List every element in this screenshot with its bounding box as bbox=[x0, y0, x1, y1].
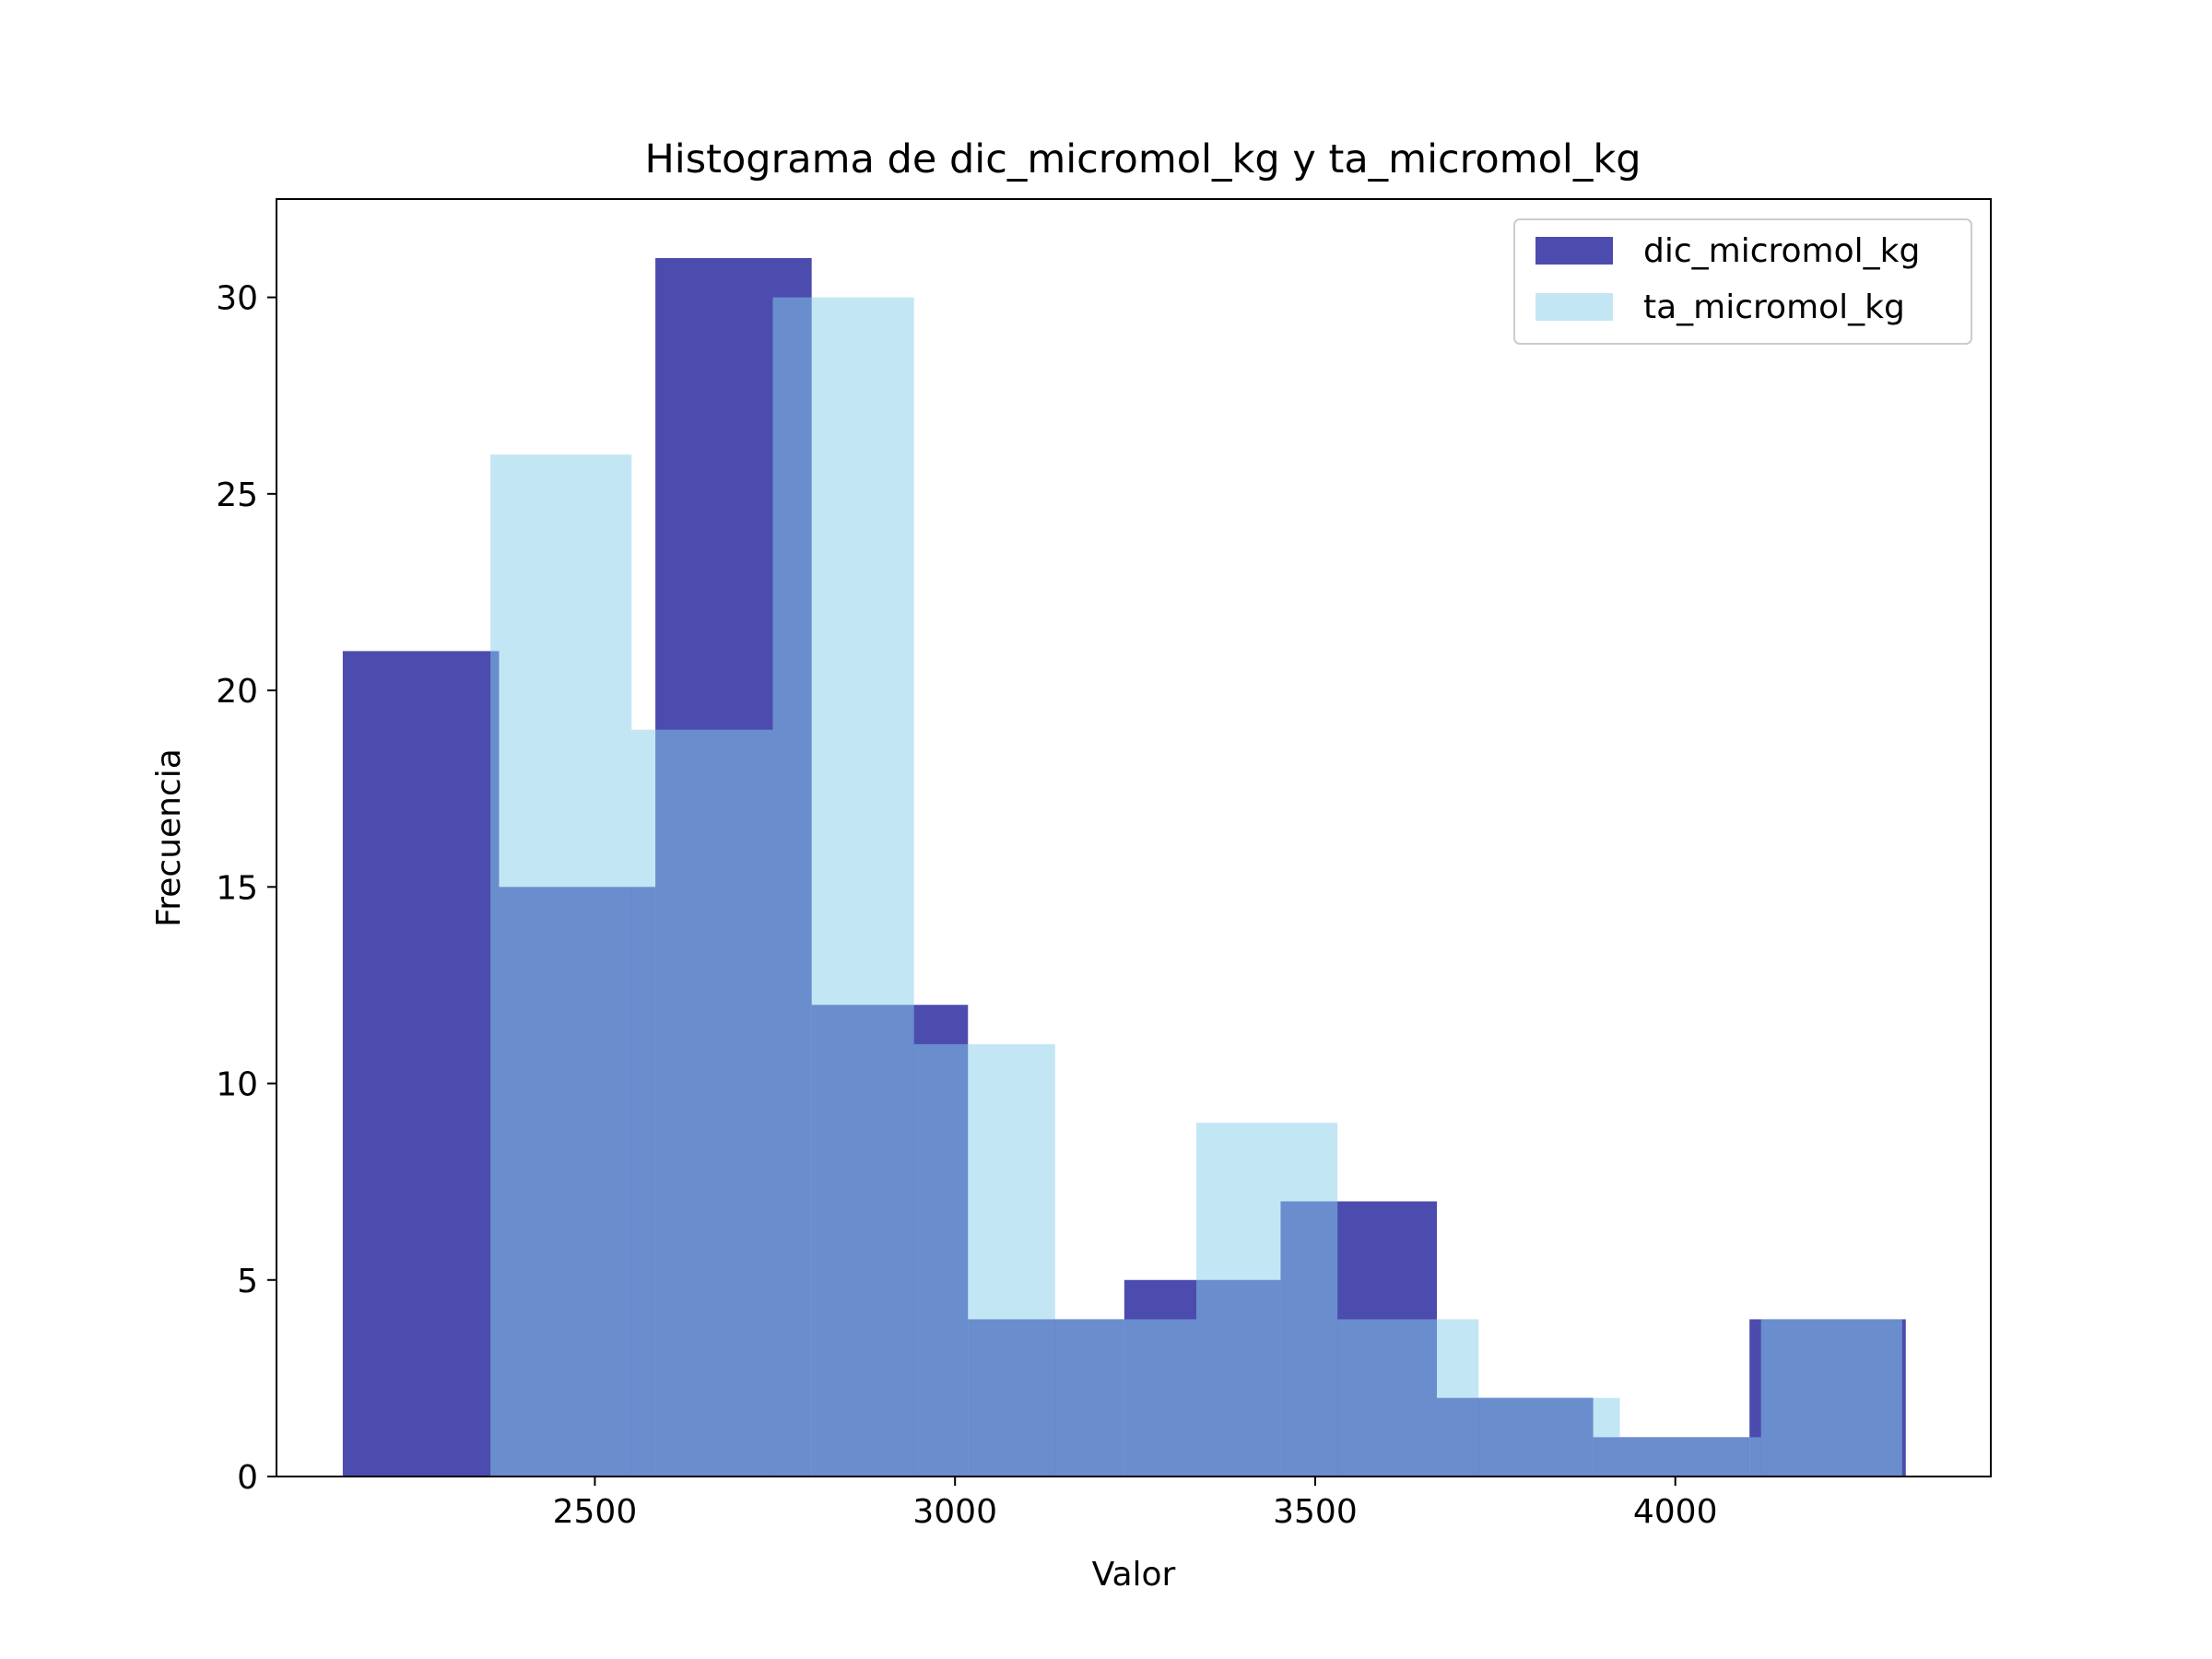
y-tick-label-10: 10 bbox=[216, 1066, 258, 1104]
bar-ta_micromol_kg-7 bbox=[1478, 1397, 1620, 1477]
y-tick-label-25: 25 bbox=[216, 477, 258, 514]
y-tick-label-5: 5 bbox=[237, 1263, 258, 1300]
y-tick-label-15: 15 bbox=[216, 869, 258, 907]
y-axis: 0 5 10 15 20 25 30 bbox=[216, 280, 276, 1497]
x-axis-label: Valor bbox=[1092, 1556, 1176, 1594]
y-tick-label-20: 20 bbox=[216, 673, 258, 711]
bar-ta_micromol_kg-9 bbox=[1760, 1319, 1902, 1477]
bars-layer bbox=[342, 257, 1906, 1477]
legend-swatch-ta bbox=[1535, 293, 1613, 321]
bar-ta_micromol_kg-4 bbox=[1054, 1319, 1196, 1477]
bar-ta_micromol_kg-0 bbox=[490, 454, 632, 1477]
x-tick-label-3000: 3000 bbox=[912, 1493, 997, 1531]
bar-ta_micromol_kg-1 bbox=[631, 729, 773, 1477]
bar-ta_micromol_kg-5 bbox=[1195, 1123, 1338, 1477]
y-tick-label-0: 0 bbox=[237, 1459, 258, 1497]
plot-frame bbox=[276, 198, 1992, 1477]
bar-ta_micromol_kg-8 bbox=[1619, 1437, 1761, 1477]
x-tick-label-3500: 3500 bbox=[1273, 1493, 1358, 1531]
x-tick-label-2500: 2500 bbox=[553, 1493, 638, 1531]
legend-label-ta: ta_micromol_kg bbox=[1643, 288, 1905, 326]
y-axis-label: Frecuencia bbox=[150, 748, 188, 927]
legend-box bbox=[1513, 218, 1972, 345]
legend-label-dic: dic_micromol_kg bbox=[1643, 232, 1920, 270]
y-tick-label-30: 30 bbox=[216, 280, 258, 318]
legend: dic_micromol_kg ta_micromol_kg bbox=[1513, 218, 1972, 345]
bar-ta_micromol_kg-6 bbox=[1337, 1319, 1479, 1477]
bar-ta_micromol_kg-2 bbox=[772, 297, 914, 1477]
bar-ta_micromol_kg-3 bbox=[913, 1043, 1055, 1477]
bar-dic_micromol_kg-0 bbox=[342, 651, 500, 1477]
x-tick-label-4000: 4000 bbox=[1633, 1493, 1718, 1531]
chart-title: Histograma de dic_micromol_kg y ta_micro… bbox=[644, 136, 1641, 182]
legend-swatch-dic bbox=[1535, 237, 1613, 265]
x-axis: 2500 3000 3500 4000 bbox=[553, 1477, 1718, 1531]
